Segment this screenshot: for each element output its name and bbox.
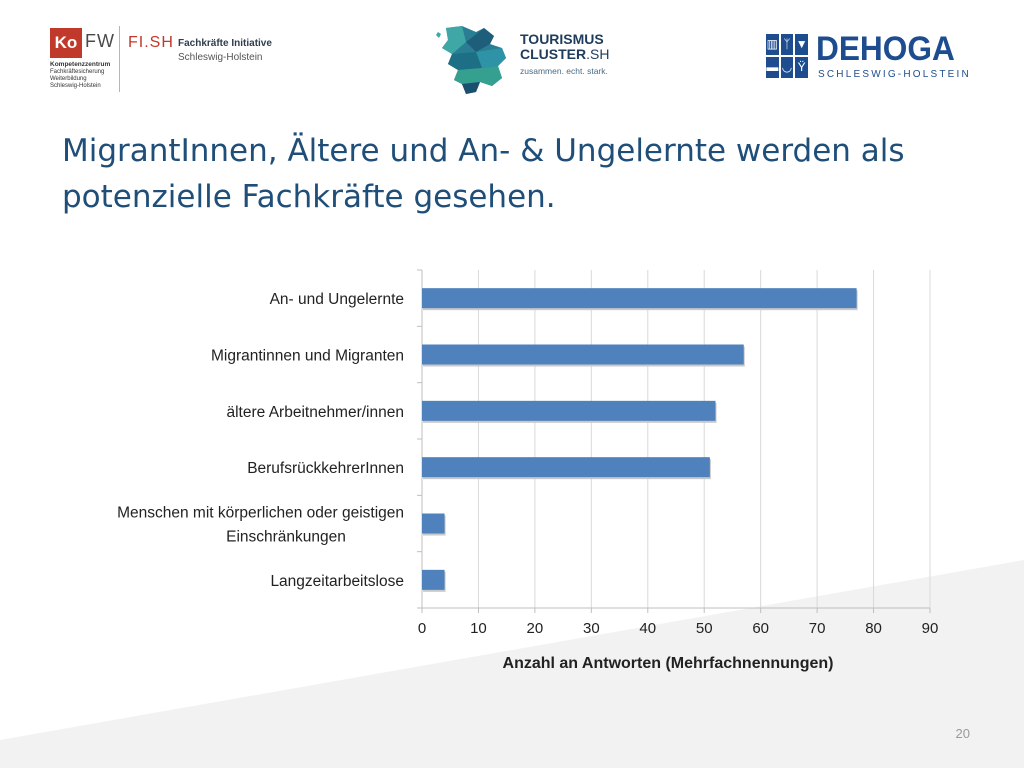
- bar: [422, 513, 445, 534]
- slide-title: MigrantInnen, Ältere und An- & Ungelernt…: [62, 133, 905, 215]
- fish-mark: FI.SH: [128, 34, 174, 51]
- category-label-line: BerufsrückkehrerInnen: [247, 460, 404, 477]
- x-tick-label: 60: [752, 620, 769, 637]
- logo-divider: [119, 26, 120, 92]
- kofw-ko-mark: Ko: [50, 28, 82, 58]
- category-label: BerufsrückkehrerInnen: [247, 460, 404, 477]
- x-tick-label: 0: [418, 620, 426, 637]
- kofw-subtitle: Kompetenzzentrum Fachkräftesicherung Wei…: [50, 61, 116, 90]
- kofw-sub-bold: Kompetenzzentrum: [50, 61, 111, 68]
- bar: [422, 569, 445, 590]
- category-label-line: ältere Arbeitnehmer/innen: [226, 404, 404, 421]
- fish-title: Fachkräfte Initiative: [178, 38, 272, 49]
- dehoga-logo: ▥ ᛉ ▼ ▬ ◡ Ÿ DEHOGA SCHLESWIG-HOLSTEIN: [766, 30, 981, 90]
- x-tick-label: 10: [470, 620, 487, 637]
- bar: [422, 457, 710, 478]
- tourismus-tagline: zusammen. echt. stark.: [520, 66, 608, 76]
- x-tick-label: 80: [865, 620, 882, 637]
- tourismus-cluster-logo: TOURISMUS CLUSTER.SH zusammen. echt. sta…: [432, 20, 632, 98]
- x-tick-label: 40: [639, 620, 656, 637]
- category-label: ältere Arbeitnehmer/innen: [226, 404, 404, 421]
- category-label-line: Menschen mit körperlichen oder geistigen: [117, 505, 404, 522]
- category-label-line: An- und Ungelernte: [270, 291, 404, 308]
- dehoga-region: SCHLESWIG-HOLSTEIN: [818, 69, 971, 80]
- bar: [422, 288, 857, 309]
- bed-icon: ▬: [766, 57, 779, 78]
- dehoga-pictogram-grid: ▥ ᛉ ▼ ▬ ◡ Ÿ: [766, 34, 808, 78]
- tourismus-cluster: CLUSTER: [520, 46, 587, 62]
- x-tick-label: 70: [809, 620, 826, 637]
- fish-subtitle: Schleswig-Holstein: [178, 52, 263, 63]
- kofw-sub-line: Weiterbildung: [50, 76, 87, 82]
- category-label-line: Migrantinnen und Migranten: [211, 348, 404, 365]
- x-tick-label: 30: [583, 620, 600, 637]
- dehoga-wordmark: DEHOGA: [816, 30, 955, 68]
- x-tick-label: 20: [527, 620, 544, 637]
- kofw-fish-logo: Ko FW Kompetenzzentrum Fachkräftesicheru…: [50, 26, 300, 94]
- category-label: Langzeitarbeitslose: [270, 573, 404, 590]
- category-label: An- und Ungelernte: [270, 291, 404, 308]
- tourismus-line1: TOURISMUS: [520, 31, 604, 47]
- x-tick-label: 90: [922, 620, 939, 637]
- kofw-sub-line: Schleswig-Holstein: [50, 83, 101, 89]
- category-label-line: Einschränkungen: [226, 529, 346, 546]
- category-label: Menschen mit körperlichen oder geistigen…: [117, 505, 404, 546]
- glass-icon: ▼: [795, 34, 808, 55]
- kofw-sub-line: Fachkräftesicherung: [50, 69, 105, 75]
- cutlery-icon: ᛉ: [780, 34, 794, 55]
- schleswig-holstein-map-icon: [436, 26, 506, 94]
- bar: [422, 400, 716, 421]
- building-icon: ▥: [766, 34, 779, 55]
- category-label: Migrantinnen und Migranten: [211, 348, 404, 365]
- tourismus-sh: .SH: [586, 46, 610, 62]
- tourismus-line2: CLUSTER.SH: [520, 47, 609, 62]
- cup-icon: ◡: [780, 57, 794, 78]
- category-label-line: Langzeitarbeitslose: [270, 573, 404, 590]
- x-tick-label: 50: [696, 620, 713, 637]
- wine-glass-icon: Ÿ: [795, 57, 808, 78]
- page-number: 20: [955, 726, 970, 741]
- bar: [422, 344, 744, 365]
- x-axis-label: Anzahl an Antworten (Mehrfachnennungen): [503, 655, 834, 672]
- kofw-fw-mark: FW: [85, 31, 115, 51]
